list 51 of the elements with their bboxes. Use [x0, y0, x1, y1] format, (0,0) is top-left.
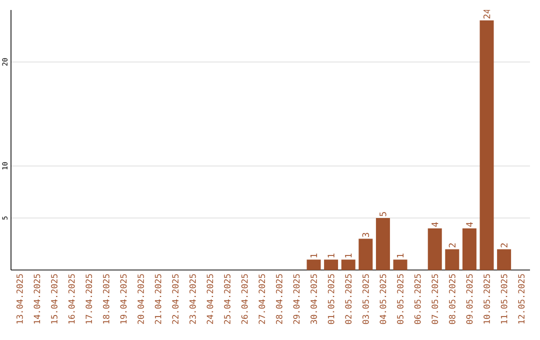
bar	[393, 260, 408, 270]
x-tick-label: 15.04.2025	[51, 274, 58, 324]
data-label: 3	[362, 232, 370, 238]
x-tick-label: 27.04.2025	[258, 274, 266, 324]
x-tick-label: 14.04.2025	[34, 274, 40, 324]
x-tick-label: 30.04.2025	[310, 274, 317, 324]
bar	[428, 228, 442, 270]
x-tick-label: 21.04.2025	[154, 274, 162, 324]
x-tick-label: 05.05.2025	[397, 274, 404, 324]
bar	[376, 218, 390, 270]
bar	[497, 249, 512, 270]
x-tick-label: 23.04.2025	[189, 274, 196, 324]
x-tick-label: 04.05.2025	[380, 274, 386, 324]
bar	[462, 228, 476, 270]
x-tick-label: 29.04.2025	[293, 274, 300, 324]
bar	[358, 238, 373, 270]
x-tick-label: 11.05.2025	[500, 274, 508, 324]
bar	[341, 260, 356, 270]
data-label: 1	[345, 254, 352, 258]
data-label: 1	[310, 254, 318, 258]
x-tick-label: 01.05.2025	[328, 274, 334, 324]
x-tick-label: 06.05.2025	[414, 274, 421, 324]
data-label: 4	[432, 222, 438, 227]
data-label: 2	[448, 243, 456, 248]
x-tick-label: 17.04.2025	[86, 274, 92, 324]
data-label: 1	[396, 254, 404, 258]
x-tick-label: 02.05.2025	[345, 274, 352, 324]
x-tick-label: 28.04.2025	[276, 274, 282, 324]
x-tick-label: 03.05.2025	[362, 274, 369, 324]
bar	[445, 249, 460, 270]
x-tick-label: 26.04.2025	[241, 274, 248, 324]
data-label: 5	[380, 212, 386, 216]
x-tick-label: 22.04.2025	[172, 274, 179, 324]
x-tick-label: 20.04.2025	[138, 274, 144, 324]
bar	[306, 260, 321, 270]
x-tick-label: 24.04.2025	[206, 274, 214, 324]
x-tick-label: 16.04.2025	[68, 274, 75, 324]
x-tick-label: 19.04.2025	[120, 274, 127, 324]
x-tick-label: 10.05.2025	[484, 274, 490, 324]
data-label: 4	[466, 222, 473, 227]
bar	[480, 20, 494, 270]
data-label: 1	[328, 254, 334, 258]
x-tick-label: 08.05.2025	[448, 274, 456, 324]
x-tick-label: 13.04.2025	[16, 274, 23, 324]
x-tick-label: 25.04.2025	[224, 274, 230, 324]
bar	[324, 260, 338, 270]
data-label: 2	[500, 243, 508, 248]
x-tick-label: 09.05.2025	[466, 274, 473, 324]
x-tick-label: 12.05.2025	[518, 274, 525, 324]
x-tick-label: 18.04.2025	[102, 274, 110, 324]
x-tick-label: 07.05.2025	[432, 274, 438, 324]
